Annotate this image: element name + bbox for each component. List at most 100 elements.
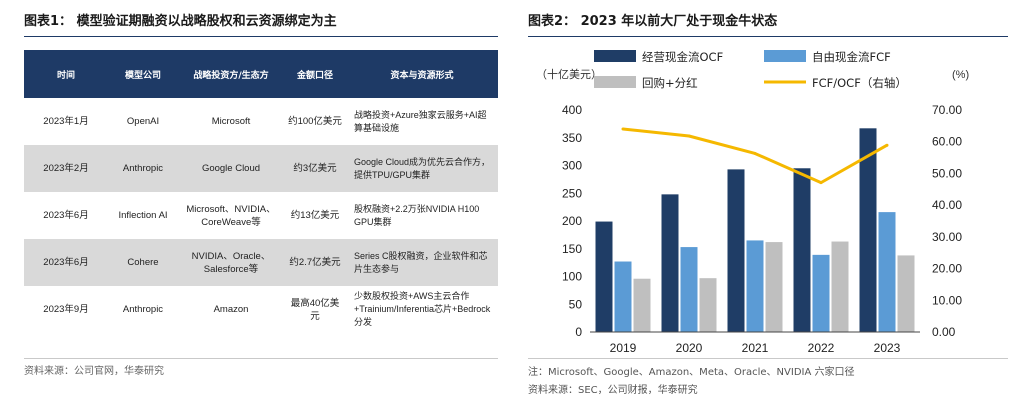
y-tick-right: 60.00: [932, 135, 962, 149]
bar-2019-0: [595, 221, 613, 332]
cell-amount: 约13亿美元: [290, 210, 340, 221]
x-tick-label: 2022: [808, 341, 835, 352]
header-amount: 金额口径: [284, 50, 346, 98]
cell-investor: Microsoft: [211, 116, 251, 127]
cell-investor: Google Cloud: [178, 145, 284, 192]
table-row: 2023年9月 Anthropic Amazon 最高40亿美元 少数股权投资+…: [24, 286, 498, 333]
legend-swatch: [594, 76, 636, 88]
note-divider: [528, 358, 1008, 359]
cell-investor: Microsoft、NVIDIA、CoreWeave等: [186, 203, 276, 228]
title-divider: [24, 36, 498, 37]
y-tick-left: 100: [562, 270, 582, 284]
bar-2023-0: [859, 128, 877, 332]
bar-2020-0: [661, 194, 679, 332]
bar-2022-0: [793, 168, 811, 332]
cell-time: 2023年6月: [43, 210, 89, 221]
chart-note: 注：Microsoft、Google、Amazon、Meta、Oracle、NV…: [528, 367, 855, 378]
cell-form: 股权融资+2.2万张NVIDIA H100 GPU集群: [354, 203, 480, 227]
table-header-row: 时间 模型公司 战略投资方/生态方 金额口径 资本与资源形式: [24, 50, 498, 98]
line-point-2022: [819, 181, 823, 185]
cell-amount: 约100亿美元: [288, 116, 342, 127]
bar-2019-2: [633, 278, 651, 332]
table-title: 图表1： 模型验证期融资以战略股权和云资源绑定为主: [24, 14, 337, 29]
cell-form: Series C股权融资，企业软件和芯片生态参与: [346, 239, 498, 286]
bar-2022-2: [831, 241, 849, 332]
bar-2023-1: [878, 212, 896, 332]
y-tick-left: 400: [562, 103, 582, 117]
table-row: 2023年6月 Cohere NVIDIA、Oracle、Salesforce等…: [24, 239, 498, 286]
cell-time: 2023年9月: [43, 304, 89, 315]
y-tick-left: 50: [569, 297, 583, 311]
cell-amount: 约3亿美元: [284, 145, 346, 192]
cell-time: 2023年6月: [24, 239, 108, 286]
cell-company: Inflection AI: [118, 210, 168, 221]
y-tick-right: 70.00: [932, 103, 962, 117]
cash-flow-chart: （十亿美元） (%) 0 50 100 150 200 250 300 350 400 0.00 10.…: [536, 50, 969, 352]
table-source: 资料来源：公司官网，华泰研究: [24, 366, 164, 377]
y-tick-left: 300: [562, 159, 582, 173]
cell-company: Cohere: [108, 239, 178, 286]
bar-2022-1: [812, 254, 830, 332]
legend-swatch: [594, 50, 636, 62]
legend-label: FCF/OCF（右轴）: [812, 76, 907, 90]
x-tick-label: 2020: [676, 341, 703, 352]
y-tick-left: 350: [562, 131, 582, 145]
x-tick-label: 2021: [742, 341, 769, 352]
cell-amount: 约2.7亿美元: [284, 239, 346, 286]
table-row: 2023年2月 Anthropic Google Cloud 约3亿美元 Goo…: [24, 145, 498, 192]
cell-amount: 最高40亿美元: [290, 297, 340, 322]
legend-label: 经营现金流OCF: [642, 50, 723, 64]
header-investor: 战略投资方/生态方: [178, 50, 284, 98]
legend-label: 自由现金流FCF: [812, 50, 891, 64]
cell-form: 少数股权投资+AWS主云合作+Trainium/Inferentia芯片+Bed…: [354, 291, 491, 327]
bar-2019-1: [614, 261, 632, 332]
chart-panel: 图表2： 2023 年以前大厂处于现金牛状态 （十亿美元） (%) 0 50 100 15…: [528, 6, 1008, 406]
cell-investor: NVIDIA、Oracle、Salesforce等: [178, 239, 284, 286]
cell-form: 战略投资+Azure独家云服务+AI超算基础设施: [354, 109, 487, 133]
cell-company: OpenAI: [126, 116, 160, 127]
line-point-2020: [687, 134, 691, 138]
title-divider: [528, 36, 1008, 37]
y-tick-left: 200: [562, 214, 582, 228]
bar-2021-0: [727, 169, 745, 332]
header-form: 资本与资源形式: [346, 50, 498, 98]
bar-2020-1: [680, 247, 698, 332]
bar-2023-2: [897, 255, 915, 332]
left-axis-label: （十亿美元）: [536, 67, 602, 81]
header-company: 模型公司: [108, 50, 178, 98]
y-tick-left: 150: [562, 242, 582, 256]
y-tick-left: 0: [575, 325, 582, 339]
financing-table: 时间 模型公司 战略投资方/生态方 金额口径 资本与资源形式 2023年1月 O…: [24, 50, 498, 333]
chart-source: 资料来源：SEC，公司财报，华泰研究: [528, 385, 698, 396]
chart-title: 图表2： 2023 年以前大厂处于现金牛状态: [528, 14, 778, 29]
y-tick-right: 0.00: [932, 325, 956, 339]
right-axis-label: (%): [952, 69, 969, 81]
line-point-2021: [753, 151, 757, 155]
table-panel: 图表1： 模型验证期融资以战略股权和云资源绑定为主 时间 模型公司 战略投资方/…: [24, 6, 498, 406]
bar-2021-2: [765, 242, 783, 332]
y-tick-right: 10.00: [932, 293, 962, 307]
table-row: 2023年6月 Inflection AI Microsoft、NVIDIA、C…: [24, 192, 498, 239]
cell-investor: Amazon: [213, 304, 249, 315]
cell-time: 2023年2月: [24, 145, 108, 192]
table-row: 2023年1月 OpenAI Microsoft 约100亿美元 战略投资+Az…: [24, 98, 498, 145]
y-tick-right: 30.00: [932, 230, 962, 244]
source-divider: [24, 358, 498, 359]
cell-form: Google Cloud成为优先云合作方，提供TPU/GPU集群: [346, 145, 498, 192]
bar-2020-2: [699, 278, 717, 332]
cell-company: Anthropic: [122, 304, 164, 315]
y-tick-right: 40.00: [932, 198, 962, 212]
line-fcf-ocf: [622, 127, 888, 185]
y-tick-right: 20.00: [932, 262, 962, 276]
y-tick-right: 50.00: [932, 166, 962, 180]
line-point-2019: [621, 127, 625, 131]
x-tick-label: 2019: [610, 341, 637, 352]
header-time: 时间: [24, 50, 108, 98]
cell-time: 2023年1月: [43, 116, 89, 127]
legend-swatch: [764, 50, 806, 62]
y-tick-left: 250: [562, 186, 582, 200]
bar-2021-1: [746, 240, 764, 332]
x-tick-label: 2023: [874, 341, 901, 352]
line-point-2023: [885, 143, 889, 147]
cell-company: Anthropic: [108, 145, 178, 192]
